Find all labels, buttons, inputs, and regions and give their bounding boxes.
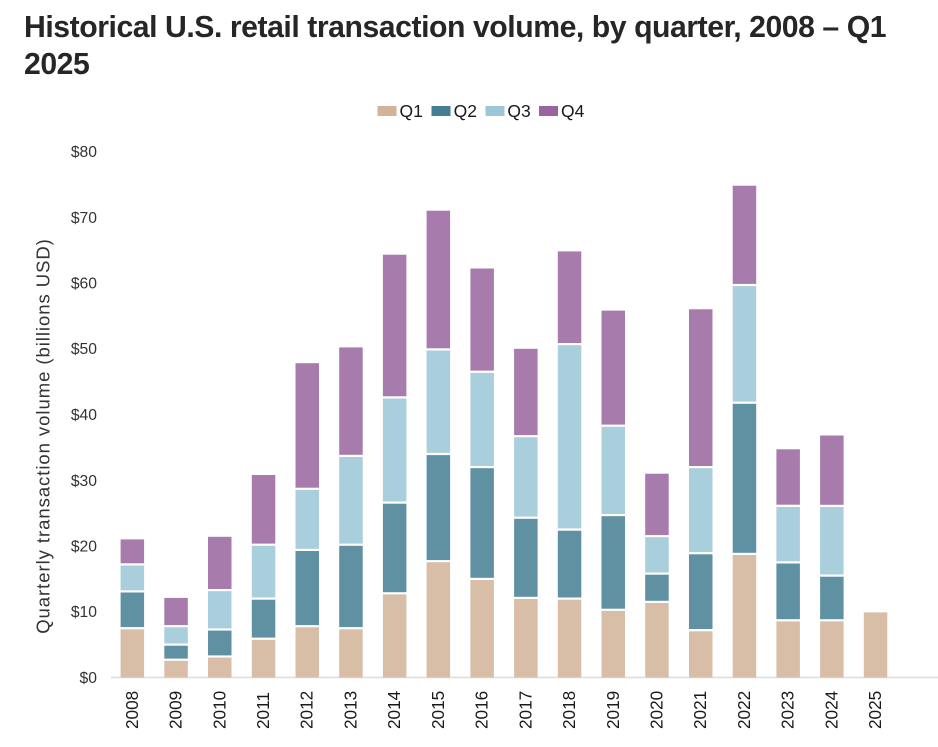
svg-text:Q3: Q3	[507, 101, 530, 121]
svg-text:Q1: Q1	[400, 101, 423, 121]
svg-text:2025: 2025	[865, 691, 885, 729]
svg-text:2009: 2009	[166, 691, 186, 729]
svg-text:2016: 2016	[472, 691, 492, 729]
svg-text:$50: $50	[71, 341, 97, 358]
svg-text:$60: $60	[71, 276, 97, 293]
svg-text:$40: $40	[71, 407, 97, 424]
svg-text:2012: 2012	[297, 691, 317, 729]
svg-text:2010: 2010	[209, 691, 229, 729]
svg-text:2008: 2008	[122, 691, 142, 729]
svg-text:2024: 2024	[821, 690, 841, 729]
svg-text:$80: $80	[71, 144, 97, 161]
svg-text:$0: $0	[80, 670, 98, 687]
svg-text:2023: 2023	[778, 691, 798, 729]
svg-text:2011: 2011	[253, 692, 273, 729]
svg-text:2014: 2014	[384, 690, 404, 729]
svg-text:2017: 2017	[515, 691, 535, 729]
svg-text:2022: 2022	[734, 691, 754, 729]
svg-text:Q2: Q2	[454, 101, 477, 121]
svg-text:$10: $10	[71, 604, 97, 621]
svg-text:$30: $30	[71, 473, 97, 490]
svg-text:2021: 2021	[690, 691, 710, 729]
svg-text:Quarterly transaction volume (: Quarterly transaction volume (billions U…	[33, 238, 54, 634]
svg-text:2018: 2018	[559, 691, 579, 729]
svg-text:2019: 2019	[603, 691, 623, 729]
svg-text:$20: $20	[71, 539, 97, 556]
svg-text:$70: $70	[71, 210, 97, 227]
svg-text:2015: 2015	[428, 691, 448, 729]
svg-text:2020: 2020	[647, 691, 667, 729]
svg-text:2013: 2013	[340, 691, 360, 729]
svg-text:Q4: Q4	[561, 101, 585, 121]
